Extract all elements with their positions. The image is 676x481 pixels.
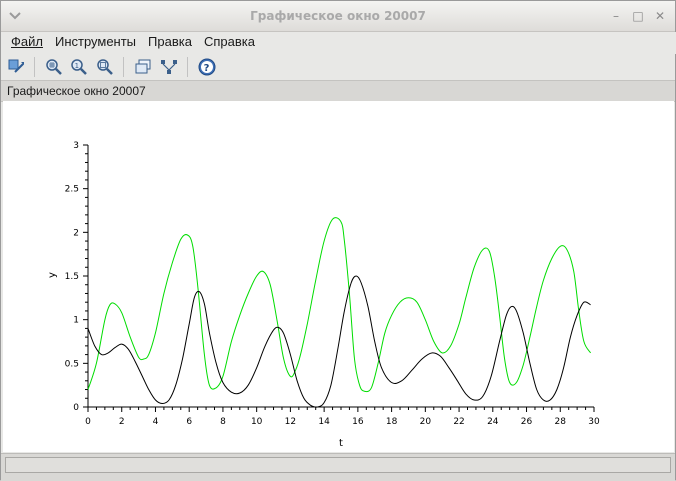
y-tick-label: 2.5 xyxy=(65,185,79,195)
title-bar[interactable]: Графическое окно 20007 – □ ✕ xyxy=(1,1,675,32)
menu-help[interactable]: Справка xyxy=(203,34,255,49)
menu-file[interactable]: Файл xyxy=(11,34,43,49)
minimize-icon[interactable]: – xyxy=(613,9,619,23)
menu-edit[interactable]: Правка xyxy=(148,34,192,49)
x-tick-label: 8 xyxy=(220,417,226,427)
y-axis-label: y xyxy=(47,272,58,278)
x-tick-label: 18 xyxy=(386,417,398,427)
y-tick-label: 1 xyxy=(73,316,79,326)
zoom-in-icon[interactable]: 1 xyxy=(69,57,89,77)
x-tick-label: 4 xyxy=(153,417,159,427)
rotate-icon[interactable] xyxy=(6,57,26,77)
window-menu-icon[interactable] xyxy=(7,8,23,22)
x-tick-label: 6 xyxy=(186,417,192,427)
x-tick-label: 0 xyxy=(85,417,91,427)
green-series-line xyxy=(87,217,592,393)
y-tick-label: 0 xyxy=(73,403,79,413)
tree-icon[interactable] xyxy=(159,57,179,77)
y-tick-label: 0.5 xyxy=(65,359,79,369)
x-tick-label: 28 xyxy=(555,417,567,427)
x-tick-label: 24 xyxy=(487,417,499,427)
x-tick-label: 12 xyxy=(285,417,296,427)
svg-text:1: 1 xyxy=(75,62,79,70)
x-tick-label: 10 xyxy=(251,417,263,427)
x-tick-label: 2 xyxy=(119,417,125,427)
maximize-icon[interactable]: □ xyxy=(632,9,644,23)
menu-tools[interactable]: Инструменты xyxy=(54,34,137,49)
status-bar xyxy=(1,453,675,481)
series-layer xyxy=(87,217,592,408)
figure-header: Графическое окно 20007 xyxy=(1,80,675,102)
y-tick-label: 2 xyxy=(73,228,79,238)
datatip-icon[interactable] xyxy=(133,57,153,77)
x-tick-label: 30 xyxy=(588,417,600,427)
toolbar: 1 ? xyxy=(1,54,675,79)
y-tick-label: 1.5 xyxy=(65,272,79,282)
line-plot[interactable]: 0 2 4 6 8 10 12 14 16 18 20 22 24 26 28 3000.511.522.53… xyxy=(3,101,674,452)
svg-text:?: ? xyxy=(204,63,210,74)
zoom-grid-icon[interactable] xyxy=(44,57,64,77)
status-field xyxy=(5,457,671,473)
x-tick-label: 14 xyxy=(318,417,330,427)
x-tick-label: 16 xyxy=(352,417,364,427)
help-icon[interactable]: ? xyxy=(197,57,217,77)
y-tick-label: 3 xyxy=(73,141,79,151)
zoom-out-icon[interactable] xyxy=(95,57,115,77)
x-axis-label: t xyxy=(339,438,343,449)
window-title: Графическое окно 20007 xyxy=(250,9,426,23)
figure-header-text: Графическое окно 20007 xyxy=(7,84,146,98)
x-tick-label: 20 xyxy=(420,417,432,427)
x-tick-label: 26 xyxy=(521,417,533,427)
black-series-line xyxy=(87,275,591,408)
menu-bar: Файл Инструменты Правка Справка xyxy=(1,32,676,54)
plot-canvas[interactable]: 0 2 4 6 8 10 12 14 16 18 20 22 24 26 28 30 0 0.5 1 1.5 2 2.5 3… xyxy=(3,101,674,452)
close-icon[interactable]: ✕ xyxy=(654,9,666,23)
x-tick-label: 22 xyxy=(453,417,464,427)
